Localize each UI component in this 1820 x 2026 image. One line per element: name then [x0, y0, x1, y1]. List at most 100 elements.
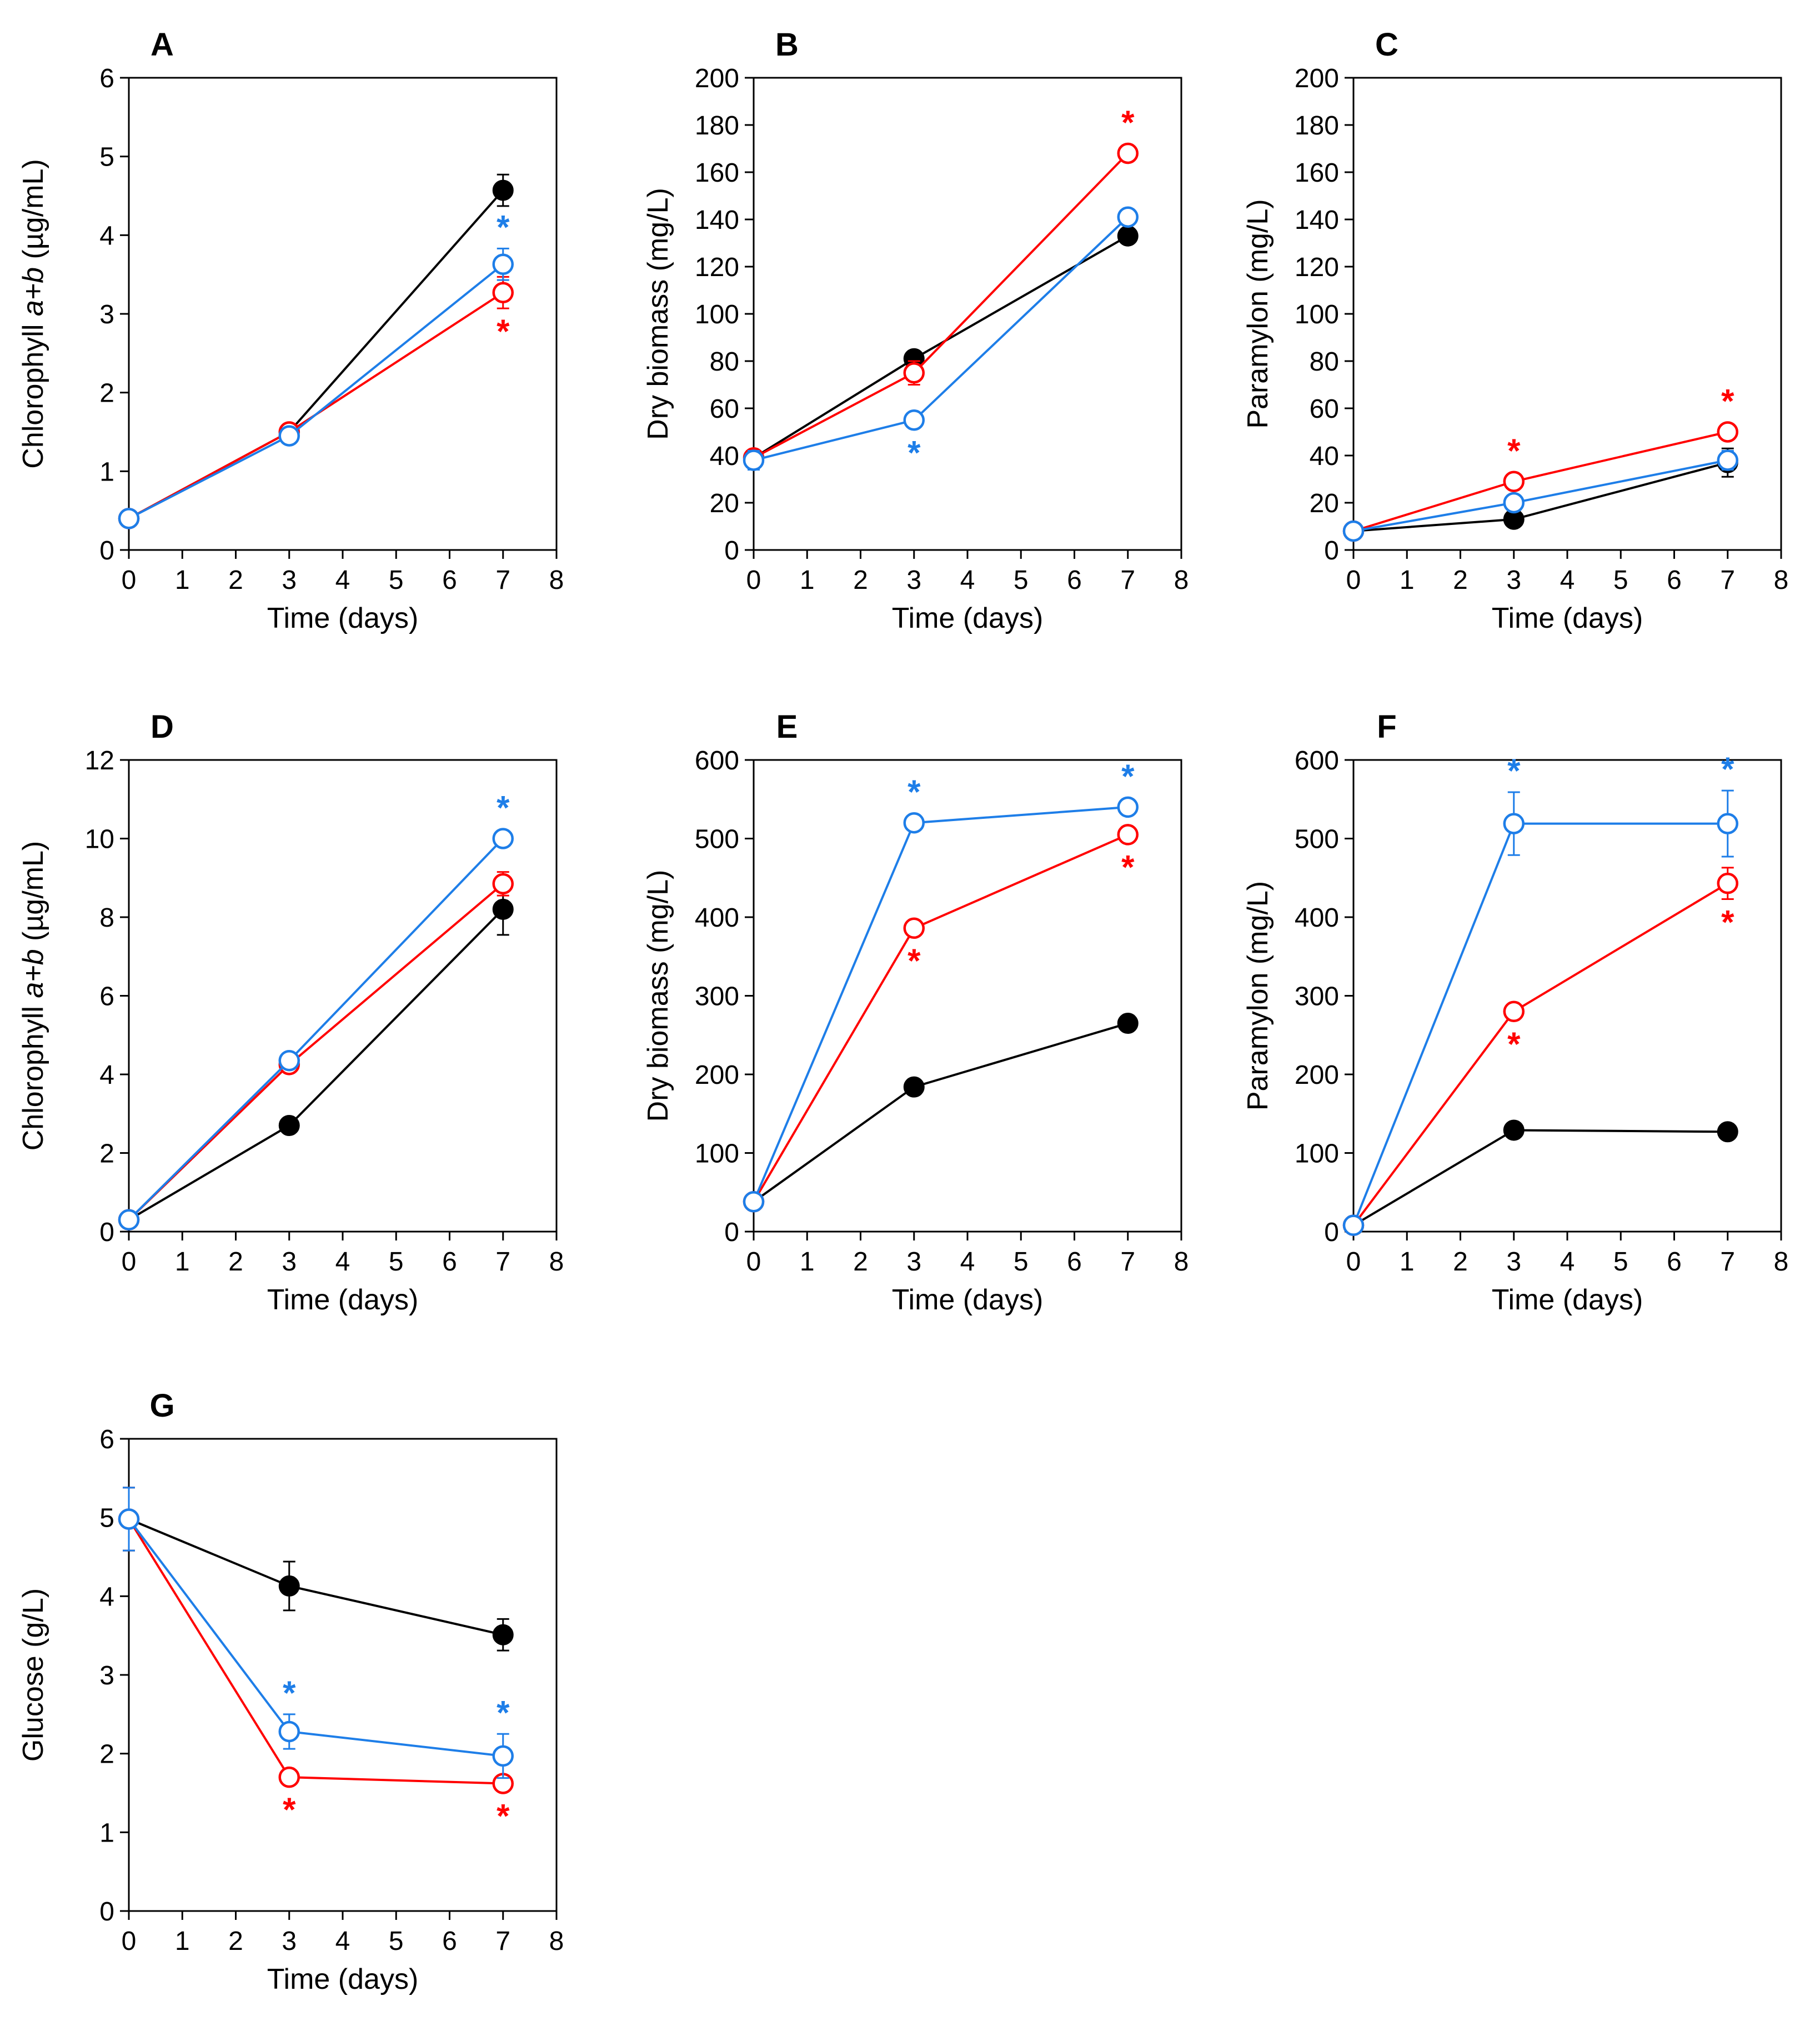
panel-label: F [1377, 709, 1396, 745]
data-point [1503, 492, 1525, 514]
data-point [1117, 824, 1139, 846]
data-point [1717, 449, 1738, 471]
significance-star: * [497, 208, 510, 246]
series-line [128, 883, 504, 1221]
data-point [1117, 225, 1139, 247]
panel-label: A [151, 27, 174, 63]
data-point [1503, 813, 1525, 834]
x-tick-label: 1 [800, 566, 815, 595]
panel-label: E [776, 709, 798, 745]
x-tick-label: 5 [1613, 1247, 1628, 1277]
significance-star: * [1121, 758, 1135, 795]
data-point [492, 179, 514, 201]
y-tick-label: 2 [99, 379, 114, 408]
x-tick-label: 4 [335, 1927, 350, 1956]
series-line [753, 833, 1129, 1203]
y-tick-label: 6 [99, 982, 114, 1012]
significance-star: * [1507, 752, 1521, 789]
y-tick-label: 6 [99, 1425, 114, 1454]
significance-star: * [1507, 432, 1521, 469]
y-tick-label: 5 [99, 143, 114, 172]
x-tick-label: 7 [1120, 1247, 1135, 1277]
y-tick-label: 140 [1295, 206, 1339, 235]
y-tick-label: 100 [695, 1139, 739, 1169]
y-tick-label: 4 [99, 221, 114, 251]
x-tick-label: 6 [1667, 566, 1682, 595]
x-axis-title: Time (days) [267, 602, 419, 634]
y-tick-label: 120 [695, 253, 739, 282]
x-tick-label: 1 [175, 566, 190, 595]
plot-frame [753, 77, 1182, 551]
series-line [753, 806, 1128, 1203]
series-line [128, 1518, 503, 1757]
series-black [118, 883, 514, 1230]
data-point [1117, 206, 1139, 228]
x-tick-label: 4 [1560, 566, 1575, 595]
data-point [492, 898, 514, 920]
series-line [1352, 1129, 1728, 1227]
series-red: ** [743, 824, 1139, 1213]
significance-star: * [497, 313, 510, 350]
y-axis-title: Chlorophyll a+b (µg/mL) [17, 841, 49, 1150]
series-blue: ** [118, 1487, 514, 1779]
series-line [753, 1022, 1129, 1203]
data-point [903, 812, 925, 834]
data-point [1117, 1013, 1139, 1034]
significance-star: * [497, 789, 510, 827]
y-tick-label: 20 [1310, 489, 1339, 518]
x-tick-label: 2 [228, 566, 243, 595]
x-tick-label: 5 [1613, 566, 1628, 595]
series-blue: * [118, 789, 514, 1231]
y-axis-title: Dry biomass (mg/L) [642, 188, 674, 440]
y-tick-label: 2 [99, 1139, 114, 1169]
series-red: ** [1342, 867, 1738, 1236]
x-tick-label: 8 [549, 1927, 564, 1956]
significance-star: * [908, 942, 921, 979]
data-point [278, 1766, 300, 1788]
significance-star: * [908, 434, 921, 471]
y-tick-label: 200 [695, 64, 739, 93]
significance-star: * [497, 1798, 510, 1835]
y-tick-label: 8 [99, 903, 114, 933]
y-tick-label: 0 [724, 536, 739, 566]
plot-frame [128, 1438, 558, 1912]
y-tick-label: 300 [695, 982, 739, 1012]
significance-star: * [908, 773, 921, 811]
x-axis-title: Time (days) [1492, 1284, 1643, 1316]
y-axis-title-part: (µg/mL) [17, 841, 49, 949]
y-tick-label: 300 [1295, 982, 1339, 1012]
y-tick-label: 80 [1310, 347, 1339, 377]
x-tick-label: 1 [175, 1247, 190, 1277]
x-tick-label: 0 [1346, 566, 1361, 595]
x-tick-label: 3 [906, 1247, 921, 1277]
y-tick-label: 40 [710, 442, 739, 471]
data-point [492, 253, 514, 275]
x-tick-label: 0 [746, 1247, 761, 1277]
y-axis-title: Dry biomass (mg/L) [642, 870, 674, 1122]
y-tick-label: 100 [695, 300, 739, 329]
y-axis-title-part: (µg/mL) [17, 159, 49, 267]
data-point [1717, 813, 1738, 834]
series-black [1343, 1119, 1738, 1236]
plot-frame [128, 77, 558, 551]
x-tick-label: 2 [1453, 1247, 1468, 1277]
data-point [1503, 1119, 1525, 1141]
x-axis-title: Time (days) [267, 1963, 419, 1995]
plot-frame [753, 759, 1182, 1233]
x-axis-title: Time (days) [892, 602, 1044, 634]
x-axis-title: Time (days) [267, 1284, 419, 1316]
series-line [1353, 431, 1728, 532]
y-tick-label: 160 [695, 158, 739, 188]
y-axis-title-part: Chlorophyll [17, 316, 49, 469]
x-tick-label: 2 [1453, 566, 1468, 595]
series-blue: * [118, 208, 514, 529]
panel-f: 0 100 200 300 400 500 600 0 1 2 3 4 5 6 7 8 Time (days) P… [1242, 709, 1788, 1316]
plot-frame [1352, 759, 1782, 1233]
x-tick-label: 3 [282, 1927, 297, 1956]
x-tick-label: 2 [228, 1927, 243, 1956]
data-point [743, 449, 765, 471]
y-axis-title: Paramylon (mg/L) [1242, 199, 1274, 428]
y-tick-label: 400 [695, 903, 739, 933]
data-point [1717, 1121, 1738, 1143]
